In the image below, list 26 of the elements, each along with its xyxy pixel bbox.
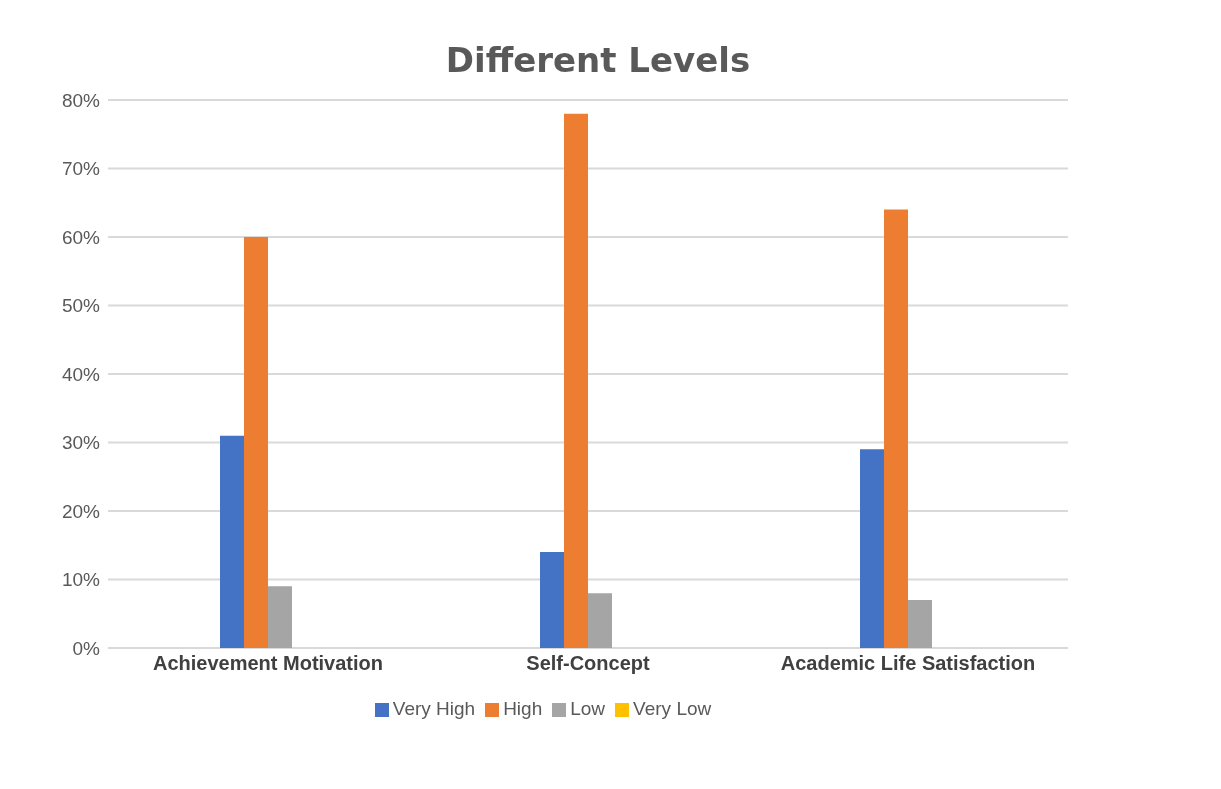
y-tick-label: 10% [61, 569, 101, 591]
x-tick-label: Achievement Motivation [152, 652, 384, 675]
y-tick-label: 80% [61, 89, 101, 111]
legend-label: Low [570, 698, 606, 719]
y-tick-label: 70% [61, 158, 101, 180]
bar [244, 237, 268, 648]
y-tick-label: 50% [61, 295, 101, 317]
chart-title: Different Levels [444, 40, 752, 80]
y-tick-label: 60% [61, 226, 101, 248]
y-tick-label: 30% [61, 432, 101, 454]
legend-label: Very Low [633, 698, 712, 719]
y-tick-label: 0% [72, 637, 101, 659]
bar [540, 552, 564, 648]
bar [884, 209, 908, 648]
legend-label: Very High [392, 698, 476, 719]
x-tick-label: Self-Concept [526, 652, 651, 675]
bar [908, 600, 932, 648]
bar [220, 435, 244, 648]
bar [268, 586, 292, 648]
bar [860, 449, 884, 648]
x-tick-label: Academic Life Satisfaction [780, 652, 1036, 675]
legend-label: High [503, 698, 543, 719]
y-tick-label: 20% [61, 500, 101, 522]
bar [564, 113, 588, 648]
bar [588, 593, 612, 648]
y-tick-label: 40% [61, 363, 101, 385]
